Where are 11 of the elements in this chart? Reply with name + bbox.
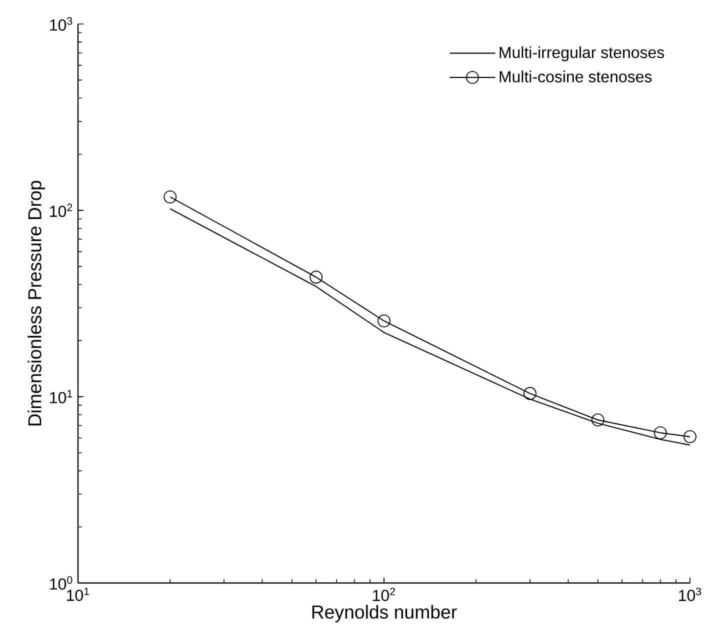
y-tick-label: 10$^{1}$: [50, 390, 72, 404]
legend-label: Multi-irregular stenoses: [500, 46, 664, 62]
y-axis-title: Dimensionless Pressure Drop: [28, 180, 46, 426]
x-tick-label: 10$^{3}$: [679, 588, 702, 602]
y-tick-label: 10$^{2}$: [50, 204, 72, 218]
y-tick-label: 10$^{3}$: [50, 17, 72, 31]
x-tick-label: 10$^{1}$: [67, 588, 90, 601]
x-tick-label: 10$^{2}$: [373, 588, 395, 602]
x-axis-title: Reynolds number: [312, 604, 457, 622]
legend-label: Multi-cosine stenoses: [500, 70, 652, 82]
y-tick-label: 10$^{0}$: [50, 576, 72, 590]
